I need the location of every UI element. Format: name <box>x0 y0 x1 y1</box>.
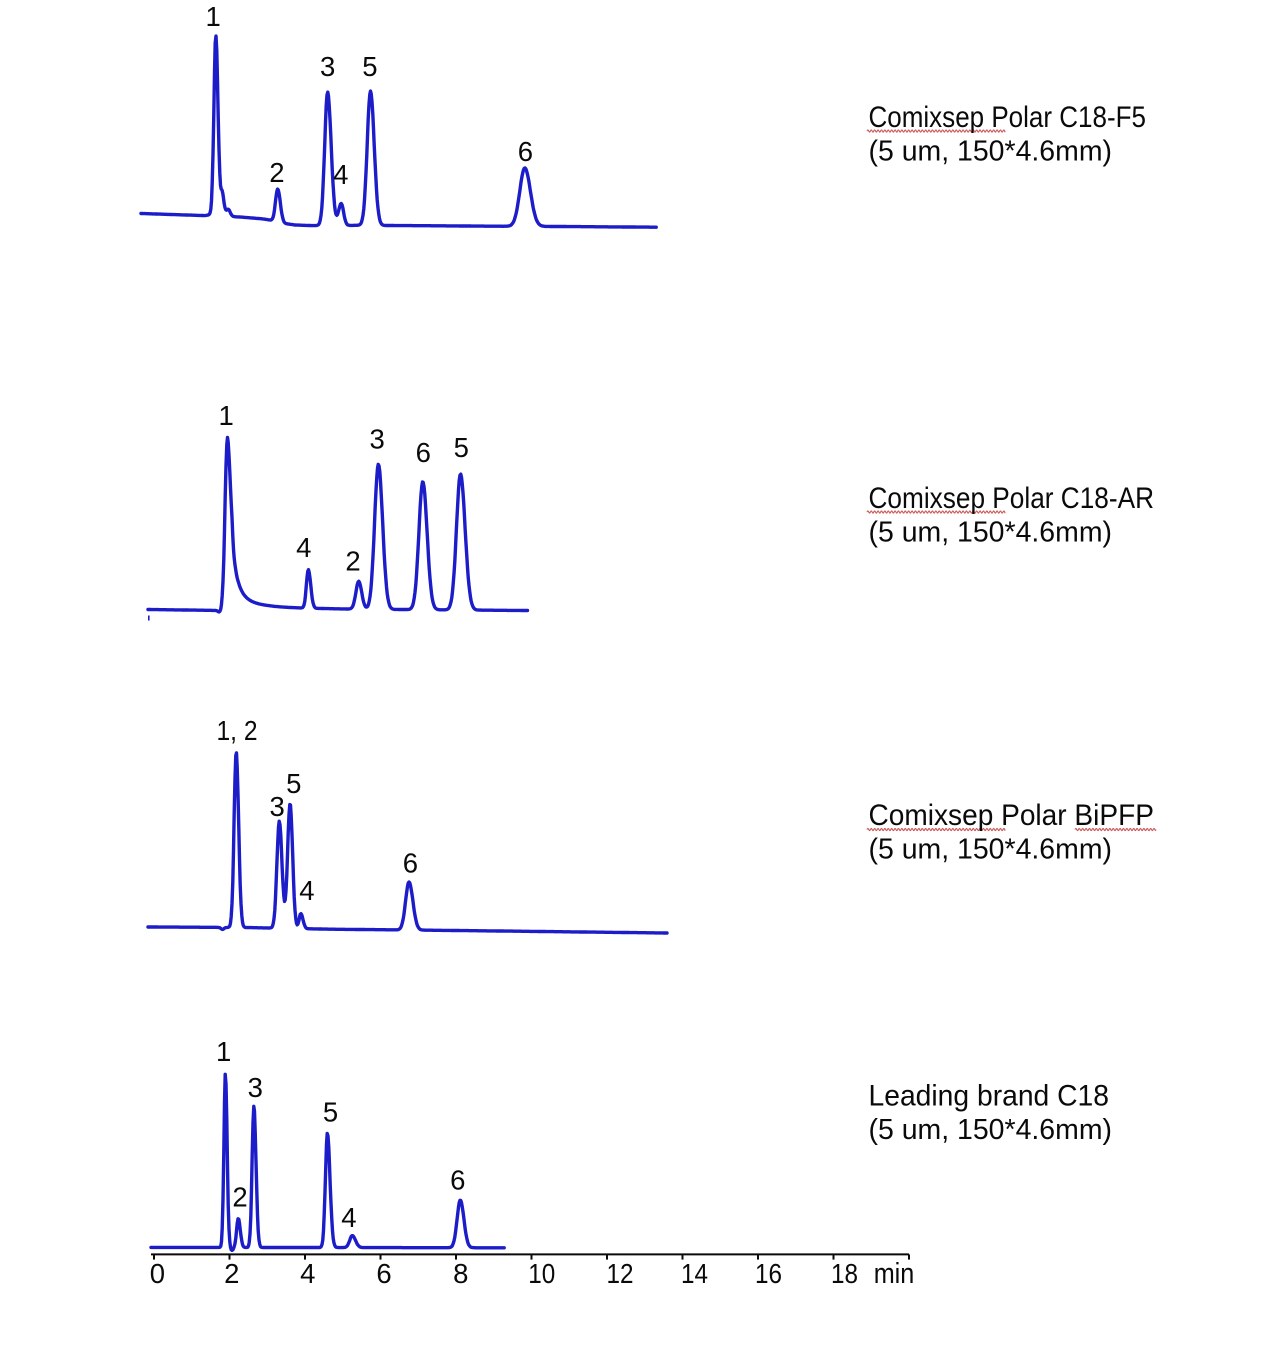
svg-text:8: 8 <box>453 1258 468 1289</box>
svg-text:Comixsep Polar BiPFP: Comixsep Polar BiPFP <box>869 799 1155 832</box>
svg-text:1: 1 <box>218 400 233 431</box>
svg-text:2: 2 <box>224 1258 239 1289</box>
svg-text:2: 2 <box>232 1182 247 1213</box>
svg-text:5: 5 <box>454 432 469 463</box>
svg-text:4: 4 <box>296 532 311 563</box>
svg-text:2: 2 <box>345 546 360 577</box>
svg-text:3: 3 <box>248 1072 263 1103</box>
svg-text:3: 3 <box>369 424 384 455</box>
svg-text:(5 um, 150*4.6mm): (5 um, 150*4.6mm) <box>869 517 1113 549</box>
svg-text:6: 6 <box>416 437 431 468</box>
svg-text:5: 5 <box>286 768 301 799</box>
svg-text:min: min <box>874 1258 915 1290</box>
svg-text:6: 6 <box>518 136 533 167</box>
svg-text:14: 14 <box>681 1258 708 1289</box>
svg-text:6: 6 <box>376 1258 391 1289</box>
svg-text:6: 6 <box>403 848 418 879</box>
svg-text:1: 1 <box>216 1036 231 1067</box>
svg-text:1, 2: 1, 2 <box>217 715 258 746</box>
svg-text:2: 2 <box>269 157 284 188</box>
svg-text:(5 um, 150*4.6mm): (5 um, 150*4.6mm) <box>869 834 1113 866</box>
svg-text:4: 4 <box>341 1202 356 1233</box>
svg-text:10: 10 <box>528 1258 555 1289</box>
svg-text:Comixsep Polar C18-F5: Comixsep Polar C18-F5 <box>869 101 1147 134</box>
svg-text:(5 um, 150*4.6mm): (5 um, 150*4.6mm) <box>869 1114 1113 1146</box>
svg-text:5: 5 <box>362 51 377 82</box>
svg-text:3: 3 <box>320 51 335 82</box>
svg-text:0: 0 <box>150 1258 165 1289</box>
svg-text:1: 1 <box>206 1 221 32</box>
svg-text:6: 6 <box>450 1165 465 1196</box>
svg-text:16: 16 <box>755 1258 782 1289</box>
svg-text:Leading brand C18: Leading brand C18 <box>869 1080 1110 1113</box>
svg-text:Comixsep Polar C18-AR: Comixsep Polar C18-AR <box>869 482 1155 515</box>
svg-text:(5 um, 150*4.6mm): (5 um, 150*4.6mm) <box>869 136 1113 168</box>
svg-text:18: 18 <box>831 1258 858 1289</box>
svg-text:12: 12 <box>607 1258 634 1289</box>
svg-text:4: 4 <box>333 159 348 190</box>
svg-text:4: 4 <box>300 1258 315 1289</box>
svg-text:4: 4 <box>299 875 314 906</box>
svg-text:3: 3 <box>270 791 285 822</box>
svg-text:5: 5 <box>323 1097 338 1128</box>
